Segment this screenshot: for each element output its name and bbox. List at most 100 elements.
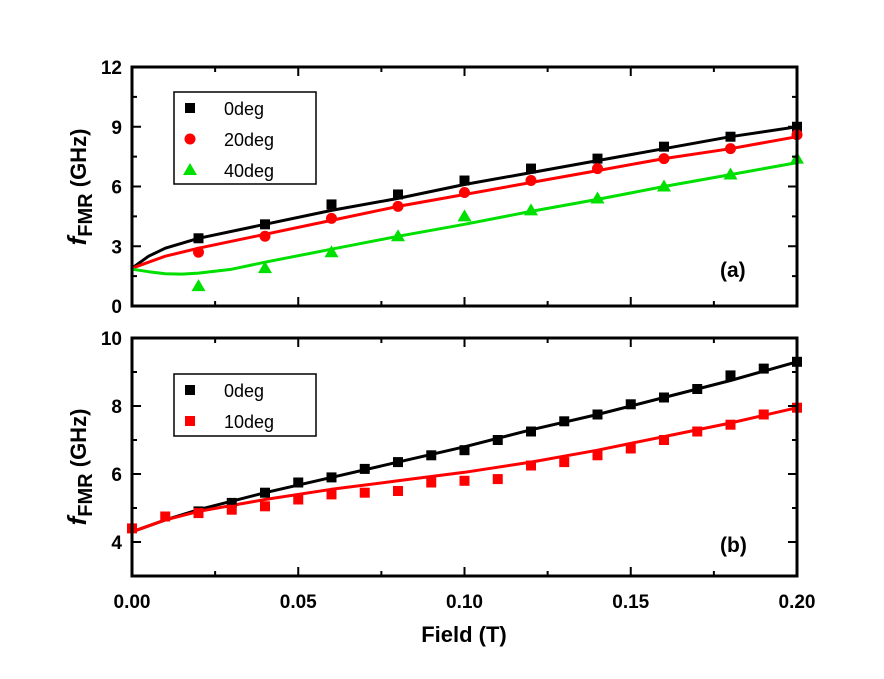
panel-a-legend: 0deg 20deg 40deg (173, 91, 317, 185)
panel-b-point-10deg (260, 501, 270, 512)
panel-b-point-0deg (492, 435, 503, 445)
panel-a-data-points (191, 121, 804, 292)
panel-a-point-40deg (723, 167, 738, 180)
panel-a-y-label-subscript: FMR (75, 193, 97, 237)
panel-a-point-40deg (258, 261, 272, 274)
panel-a-y-label-unit: (GHz) (66, 129, 91, 194)
panel-b-point-10deg (359, 487, 370, 498)
panel-b-point-0deg (426, 450, 437, 461)
panel-a-point-20deg (259, 230, 271, 242)
panel-b-y-tick-label: 8 (111, 397, 122, 418)
panel-a-point-0deg (193, 233, 204, 244)
panel-a-legend-label-0deg: 0deg (224, 99, 264, 119)
panel-b-ticks (131, 337, 798, 577)
panel-a-point-20deg (658, 153, 670, 165)
panel-b-point-10deg (592, 450, 603, 461)
panel-a-label: (a) (720, 259, 746, 282)
panel-a-legend-marker-40deg (183, 163, 197, 175)
panel-a-y-tick-label: 9 (111, 118, 122, 139)
panel-b-legend-label-10deg: 10deg (224, 412, 274, 432)
panel-b-legend-label-0deg: 0deg (224, 381, 264, 401)
panel-a-point-40deg (191, 279, 206, 292)
panel-b: 4 6 8 10 fFMR (GHz) 0deg 10deg (b) (62, 329, 802, 578)
panel-a-point-0deg (459, 175, 470, 186)
panel-a-legend-marker-20deg (184, 133, 196, 145)
panel-b-legend-marker-0deg (185, 385, 195, 395)
panel-b-legend-box (173, 373, 317, 437)
panel-a-legend-box (173, 91, 317, 185)
panel-b-y-axis-label: fFMR (GHz) (62, 409, 97, 526)
panel-b-point-0deg (592, 409, 603, 420)
panel-a-point-20deg (193, 246, 204, 258)
panel-b-label: (b) (720, 534, 747, 557)
panel-b-point-10deg (692, 426, 703, 437)
panel-a-point-40deg (457, 209, 472, 222)
panel-a-point-0deg (326, 199, 337, 210)
panel-b-point-0deg (625, 399, 636, 410)
panel-b-point-0deg (359, 463, 370, 474)
panel-a-y-tick-label: 12 (101, 58, 122, 79)
panel-b-y-label-f: f (62, 514, 92, 525)
panel-b-point-0deg (393, 457, 403, 468)
panel-b-point-10deg (758, 409, 769, 420)
panel-a-point-0deg (393, 189, 403, 200)
panel-a-point-20deg (592, 163, 603, 175)
x-axis-label: Field (T) (421, 622, 507, 647)
panel-b-point-10deg (659, 435, 669, 445)
panel-a-point-0deg (260, 219, 270, 230)
x-tick-label: 0.10 (446, 592, 483, 613)
panel-b-point-0deg (459, 445, 470, 456)
panel-b-point-0deg (293, 477, 304, 488)
panel-b-point-10deg (725, 419, 736, 430)
x-tick-label: 0.05 (280, 592, 317, 613)
panel-a-y-tick-label: 3 (111, 237, 122, 258)
panel-a-point-40deg (391, 229, 405, 242)
panel-a-point-20deg (459, 186, 470, 198)
panel-b-point-10deg (293, 494, 304, 505)
panel-b-fit-10deg (130, 406, 799, 534)
panel-a-legend-label-40deg: 40deg (224, 161, 274, 181)
panel-a-point-40deg (590, 191, 605, 204)
panel-b-point-10deg (160, 511, 171, 522)
panel-b-point-0deg (226, 497, 237, 508)
panel-b-point-10deg (625, 443, 636, 454)
panel-a-point-0deg (592, 153, 603, 164)
panel-b-y-tick-label: 6 (111, 465, 122, 486)
panel-a-y-axis-label: fFMR (GHz) (62, 129, 97, 246)
panel-b-point-0deg (692, 384, 703, 394)
x-tick-labels: 0.00 0.05 0.10 0.15 0.20 (114, 592, 816, 613)
panel-a-point-0deg (659, 141, 669, 152)
panel-a-y-tick-label: 6 (111, 178, 122, 199)
panel-a-point-40deg (524, 203, 538, 216)
panel-b-y-tick-label: 4 (111, 533, 122, 554)
panel-a-ticks (131, 66, 798, 307)
panel-a-point-40deg (657, 179, 671, 192)
panel-b-point-0deg (526, 426, 536, 437)
panel-a-y-tick-labels: 0 3 6 9 12 (101, 58, 122, 318)
panel-b-point-10deg (426, 477, 437, 488)
panel-b-legend-marker-10deg (185, 416, 195, 426)
panel-b-point-0deg (659, 392, 669, 403)
panel-a-point-20deg (326, 212, 337, 224)
panel-a-legend-marker-0deg (185, 103, 195, 113)
panel-b-point-10deg (459, 475, 470, 486)
x-tick-label: 0.15 (612, 592, 649, 613)
panel-b-y-tick-labels: 4 6 8 10 (101, 329, 123, 554)
panel-a-point-20deg (725, 143, 736, 155)
panel-b-point-0deg (559, 416, 570, 427)
panel-b-point-0deg (326, 472, 337, 483)
panel-a: 0 3 6 9 12 fFMR (GHz) 0deg 20deg 40deg (a) (62, 58, 804, 318)
panel-b-point-10deg (492, 474, 503, 485)
panel-a-legend-label-20deg: 20deg (224, 130, 274, 150)
panel-b-point-10deg (193, 508, 204, 519)
panel-a-point-40deg (324, 245, 339, 258)
panel-a-y-tick-label: 0 (111, 297, 122, 318)
panel-b-point-10deg (326, 489, 337, 500)
panel-b-point-10deg (526, 460, 536, 471)
panel-b-y-label-unit: (GHz) (66, 409, 91, 474)
panel-b-point-0deg (758, 363, 769, 374)
panel-b-legend: 0deg 10deg (173, 373, 317, 437)
panel-a-point-0deg (725, 131, 736, 142)
panel-b-point-10deg (393, 486, 403, 496)
